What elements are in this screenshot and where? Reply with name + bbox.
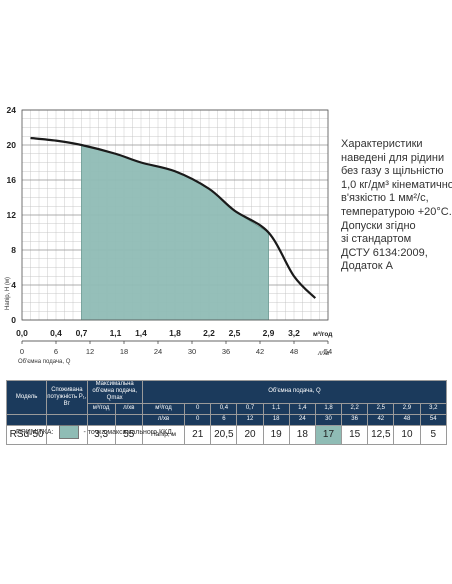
header-unit-m3h: м³/год [141, 402, 186, 415]
note-line: зі стандартом [341, 233, 412, 246]
y-tick-label: 24 [7, 105, 17, 115]
q-m3h-cell: 1,8 [314, 402, 343, 415]
x-tick-label-m3h: 2,9 [263, 328, 275, 338]
legend-swatch [59, 425, 80, 439]
q-lmin-cell: 6 [210, 413, 238, 426]
q-lmin-cell: 36 [341, 413, 369, 426]
legend-label: ПРИМІТКА: [16, 428, 54, 436]
header-model: Модель [5, 380, 48, 415]
header-power: Споживана потужність P₁, Вт [46, 380, 88, 415]
y-axis-label: Напір, Н (м) [5, 277, 11, 310]
head-cell: 5 [419, 424, 448, 445]
q-m3h-cell: 3,2 [419, 402, 448, 415]
note-line: ДСТУ 6134:2009, [341, 246, 428, 259]
header-unit-m3h: м³/год [86, 402, 116, 415]
y-tick-label: 4 [11, 280, 16, 290]
note-line: Допуски згідно [341, 219, 416, 232]
q-m3h-cell: 2,5 [367, 402, 395, 415]
x-tick-label-m3h: 2,5 [229, 328, 241, 338]
y-tick-label: 20 [7, 140, 17, 150]
x-tick-label-lmin: 24 [154, 347, 162, 356]
head-cell-max-efficiency: 17 [314, 424, 343, 445]
x-tick-label-m3h: 1,4 [135, 328, 147, 338]
q-lmin-cell: 0 [184, 413, 212, 426]
x-tick-label-m3h: 0,7 [76, 328, 88, 338]
head-cell: 20,5 [210, 424, 238, 445]
legend-text: - точка максимального ККД [83, 428, 172, 436]
x-unit-m3h: м³/год [313, 331, 332, 338]
head-label-cell: Напір, м [141, 424, 186, 445]
x-tick-label-lmin: 54 [324, 347, 332, 356]
q-lmin-cell: 54 [419, 413, 448, 426]
x-axis-label: Об'ємна подача, Q [18, 359, 71, 365]
q-lmin-cell: 12 [236, 413, 264, 426]
y-tick-label: 8 [11, 245, 16, 255]
y-tick-labels: 0 4 8 12 16 20 24 [7, 105, 17, 325]
head-cell: 21 [184, 424, 212, 445]
legend: ПРИМІТКА: - точка максимального ККД [16, 423, 172, 441]
head-curve [30, 136, 317, 299]
head-cell: 10 [393, 424, 421, 445]
q-lmin-cell: 42 [367, 413, 395, 426]
table-row: RSd-50 500 3,3 55 Напір, м 21 20,5 20 19… [5, 424, 448, 445]
x-tick-label-lmin: 18 [120, 347, 128, 356]
head-cell: 19 [262, 424, 290, 445]
q-m3h-cell: 2,2 [341, 402, 369, 415]
chart-frame [21, 109, 329, 342]
x-tick-label-lmin: 42 [256, 347, 264, 356]
q-m3h-cell: 0,7 [236, 402, 264, 415]
note-line: температурою +20°С. [341, 205, 452, 218]
note-line: Характеристики [341, 138, 423, 150]
y-tick-label: 12 [7, 210, 17, 220]
plot-border [21, 109, 329, 321]
q-m3h-cell: 1,1 [262, 402, 290, 415]
x-tick-label-lmin: 6 [54, 347, 58, 356]
q-m3h-cell: 1,4 [288, 402, 316, 415]
q-m3h-cell: 0,4 [210, 402, 238, 415]
x-tick-label-lmin: 0 [20, 347, 24, 356]
x-tick-label-m3h: 3,2 [288, 328, 300, 338]
x-tick-label-m3h: 1,1 [110, 328, 122, 338]
note-line: наведені для рідини [341, 151, 445, 164]
notes-text: Характеристики наведені для рідини без г… [341, 138, 452, 274]
y-tick-label: 0 [11, 315, 16, 325]
note-line: Додаток А [341, 260, 393, 273]
x-tick-labels-m3h: 0,0 0,4 0,7 1,1 1,4 1,8 2,2 2,5 2,9 3,2 [16, 328, 300, 338]
header-flow: Об'ємна подача, Q [141, 380, 448, 404]
x-tick-label-m3h: 2,2 [203, 328, 215, 338]
q-m3h-cell: 2,9 [393, 402, 421, 415]
note-line: в'язкістю 1 мм²/с, [341, 192, 429, 205]
x-tick-label-m3h: 0,4 [50, 328, 62, 338]
header-unit-lmin: л/хв [114, 402, 143, 415]
x-tick-labels-lmin: 0 6 12 18 24 30 36 42 48 54 [20, 341, 332, 356]
q-m3h-cell: 0 [184, 402, 212, 415]
q-lmin-cell: 24 [288, 413, 316, 426]
x-tick-label-lmin: 30 [188, 347, 196, 356]
note-line: 1,0 кг/дм³ кінематичної [341, 178, 452, 191]
x-tick-label-m3h: 1,8 [169, 328, 181, 338]
q-lmin-cell: 48 [393, 413, 421, 426]
x-tick-label-lmin: 12 [86, 347, 94, 356]
x-tick-label-m3h: 0,0 [16, 328, 28, 338]
head-cell: 12,5 [367, 424, 395, 445]
spec-table: Модель Споживана потужність P₁, Вт Макси… [5, 380, 448, 445]
head-cell: 18 [288, 424, 316, 445]
header-max-flow: Максимальна об'ємна подача, Qmax [86, 380, 143, 404]
x-tick-label-lmin: 36 [222, 347, 230, 356]
note-line: без газу з щільністю [341, 165, 444, 178]
x-unit-lmin: л/хв [317, 351, 329, 357]
qmax-lmin-cell: 55 [114, 424, 143, 445]
head-cell: 15 [341, 424, 369, 445]
head-cell: 20 [236, 424, 264, 445]
q-lmin-cell: 30 [314, 413, 343, 426]
x-tick-label-lmin: 48 [290, 347, 298, 356]
y-tick-label: 16 [7, 175, 17, 185]
q-lmin-cell: 18 [262, 413, 290, 426]
